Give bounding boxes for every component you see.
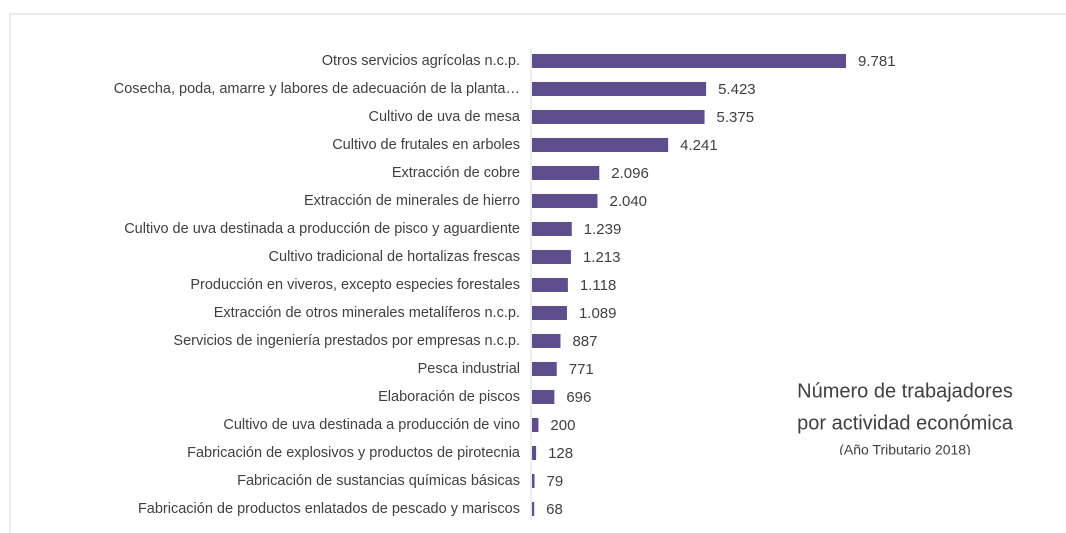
value-label: 68 [546, 501, 563, 518]
category-label: Servicios de ingeniería prestados por em… [173, 333, 520, 349]
bar [532, 110, 705, 124]
bar [532, 194, 598, 208]
bar [532, 362, 557, 376]
bar [532, 502, 535, 516]
category-label: Producción en viveros, excepto especies … [190, 277, 520, 293]
category-label: Otros servicios agrícolas n.c.p. [322, 53, 520, 69]
value-label: 2.040 [609, 193, 647, 210]
category-label: Fabricación de sustancias químicas básic… [237, 473, 520, 489]
chart-title: por actividad económica [797, 412, 1014, 434]
bar [532, 418, 539, 432]
value-label: 771 [569, 361, 594, 378]
category-label: Extracción de minerales de hierro [304, 193, 520, 209]
category-label: Cultivo de uva destinada a producción de… [223, 417, 520, 433]
value-label: 200 [550, 417, 575, 434]
bar [532, 474, 535, 488]
value-label: 1.239 [584, 221, 622, 238]
category-label: Cultivo de uva destinada a producción de… [124, 221, 520, 237]
category-label: Cultivo tradicional de hortalizas fresca… [269, 249, 520, 265]
value-label: 128 [548, 445, 573, 462]
chart-subtitle: (Año Tributario 2018) [839, 442, 971, 458]
value-label: 696 [566, 389, 591, 406]
value-label: 1.089 [579, 305, 617, 322]
chart-title: Número de trabajadores [797, 380, 1013, 402]
category-label: Extracción de cobre [392, 165, 520, 181]
bar [532, 390, 555, 404]
value-label: 2.096 [611, 165, 649, 182]
bar [532, 82, 707, 96]
bar [532, 334, 561, 348]
bar [532, 54, 846, 68]
category-label: Elaboración de piscos [378, 389, 520, 405]
value-label: 1.118 [580, 277, 616, 294]
bar [532, 166, 600, 180]
category-label: Cultivo de uva de mesa [368, 109, 520, 125]
value-label: 1.213 [583, 249, 621, 266]
bar [532, 250, 571, 264]
value-label: 79 [547, 473, 564, 490]
bar [532, 222, 572, 236]
value-label: 4.241 [680, 137, 718, 154]
bar [532, 446, 537, 460]
bar [532, 306, 567, 320]
category-label: Extracción de otros minerales metalífero… [214, 305, 520, 321]
value-label: 5.423 [718, 81, 756, 98]
value-label: 5.375 [717, 109, 755, 126]
category-label: Pesca industrial [418, 361, 520, 377]
value-label: 9.781 [858, 53, 896, 70]
bar [532, 278, 568, 292]
category-label: Fabricación de explosivos y productos de… [187, 445, 521, 461]
category-label: Fabricación de productos enlatados de pe… [138, 501, 520, 517]
category-label: Cultivo de frutales en arboles [332, 137, 520, 153]
chart-border [9, 13, 1066, 533]
bar [532, 138, 669, 152]
category-label: Cosecha, poda, amarre y labores de adecu… [114, 81, 520, 97]
value-label: 887 [572, 333, 597, 350]
